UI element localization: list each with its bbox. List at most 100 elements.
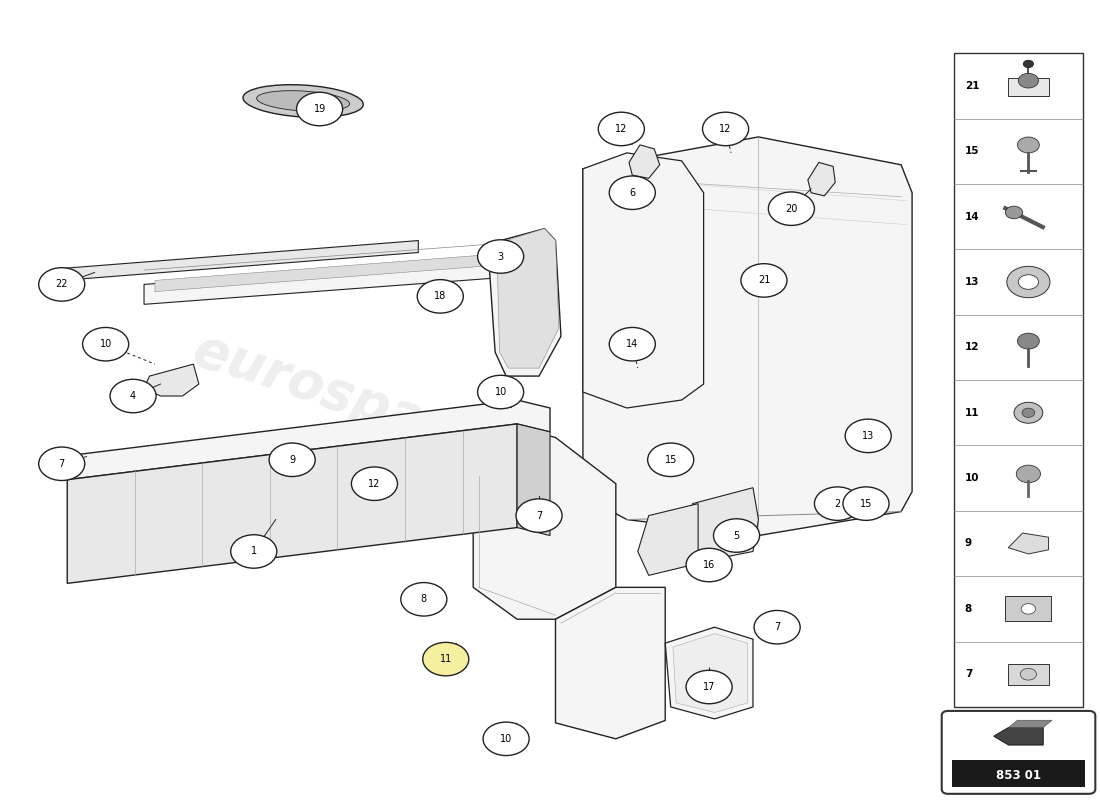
Polygon shape — [155, 254, 506, 291]
Text: 8: 8 — [421, 594, 427, 604]
Polygon shape — [688, 488, 759, 563]
Text: 15: 15 — [664, 454, 676, 465]
Polygon shape — [144, 364, 199, 396]
Text: 12: 12 — [615, 124, 627, 134]
Circle shape — [1016, 465, 1041, 482]
Polygon shape — [144, 257, 517, 304]
Text: 5: 5 — [734, 530, 739, 541]
Bar — [1009, 78, 1048, 96]
Text: 12: 12 — [719, 124, 732, 134]
Polygon shape — [497, 229, 559, 368]
Text: 22: 22 — [55, 279, 68, 290]
Bar — [1009, 664, 1048, 685]
Text: 12: 12 — [368, 478, 381, 489]
Polygon shape — [1009, 533, 1048, 554]
Text: 6: 6 — [629, 188, 636, 198]
Text: 15: 15 — [860, 498, 872, 509]
Circle shape — [1023, 60, 1034, 68]
Circle shape — [39, 268, 85, 301]
Circle shape — [516, 499, 562, 532]
Ellipse shape — [256, 90, 350, 111]
Text: 10: 10 — [495, 387, 507, 397]
Text: 19: 19 — [314, 104, 326, 114]
Polygon shape — [473, 428, 616, 619]
Text: 10: 10 — [965, 473, 979, 483]
Circle shape — [1021, 604, 1035, 614]
Text: 9: 9 — [965, 538, 972, 549]
Text: 21: 21 — [758, 275, 770, 286]
Circle shape — [351, 467, 397, 501]
Circle shape — [845, 419, 891, 453]
Polygon shape — [583, 153, 704, 408]
Text: a passion for parts since 1985: a passion for parts since 1985 — [315, 475, 522, 532]
Circle shape — [1019, 74, 1038, 88]
Bar — [952, 760, 1086, 787]
Polygon shape — [556, 587, 666, 739]
Text: 14: 14 — [626, 339, 638, 349]
Circle shape — [768, 192, 814, 226]
Circle shape — [417, 280, 463, 313]
Polygon shape — [638, 504, 698, 575]
Polygon shape — [583, 137, 912, 535]
Text: 7: 7 — [58, 458, 65, 469]
Circle shape — [755, 610, 800, 644]
Circle shape — [598, 112, 645, 146]
Circle shape — [686, 670, 733, 704]
Circle shape — [1022, 408, 1035, 418]
Text: 3: 3 — [497, 251, 504, 262]
Bar — [1005, 596, 1052, 622]
Polygon shape — [673, 634, 748, 713]
Text: 4: 4 — [130, 391, 136, 401]
Text: 21: 21 — [965, 81, 979, 91]
Circle shape — [843, 487, 889, 520]
Circle shape — [609, 327, 656, 361]
Circle shape — [231, 534, 277, 568]
Circle shape — [1018, 137, 1040, 153]
Ellipse shape — [243, 85, 363, 118]
Text: 16: 16 — [703, 560, 715, 570]
Text: 11: 11 — [440, 654, 452, 664]
FancyBboxPatch shape — [954, 54, 1084, 707]
FancyBboxPatch shape — [942, 711, 1096, 794]
Circle shape — [270, 443, 316, 477]
Text: 1: 1 — [251, 546, 256, 557]
Circle shape — [703, 112, 749, 146]
Text: 7: 7 — [774, 622, 780, 632]
Circle shape — [1006, 266, 1050, 298]
Polygon shape — [666, 627, 754, 719]
Text: 11: 11 — [965, 408, 979, 418]
Text: 8: 8 — [965, 604, 972, 614]
Text: 15: 15 — [965, 146, 979, 156]
Text: eurospares: eurospares — [186, 324, 519, 476]
Circle shape — [400, 582, 447, 616]
Polygon shape — [62, 241, 418, 281]
Polygon shape — [1009, 720, 1052, 727]
Circle shape — [422, 642, 469, 676]
Text: 18: 18 — [434, 291, 447, 302]
Circle shape — [477, 375, 524, 409]
Text: 14: 14 — [965, 212, 979, 222]
Circle shape — [483, 722, 529, 755]
Polygon shape — [490, 229, 561, 376]
Polygon shape — [629, 145, 660, 178]
Text: 853 01: 853 01 — [996, 769, 1041, 782]
Circle shape — [1014, 402, 1043, 423]
Text: 10: 10 — [99, 339, 112, 349]
Text: 2: 2 — [834, 498, 840, 509]
Text: 13: 13 — [965, 277, 979, 287]
Text: 7: 7 — [965, 670, 972, 679]
Circle shape — [1021, 668, 1036, 680]
Text: 10: 10 — [500, 734, 513, 744]
Text: 7: 7 — [536, 510, 542, 521]
Polygon shape — [807, 162, 835, 196]
Text: 13: 13 — [862, 431, 874, 441]
Circle shape — [648, 443, 694, 477]
Circle shape — [39, 447, 85, 481]
Polygon shape — [517, 424, 550, 535]
Polygon shape — [67, 424, 517, 583]
Circle shape — [741, 264, 786, 297]
Polygon shape — [993, 727, 1043, 745]
Text: 9: 9 — [289, 454, 295, 465]
Circle shape — [609, 176, 656, 210]
Circle shape — [714, 518, 760, 552]
